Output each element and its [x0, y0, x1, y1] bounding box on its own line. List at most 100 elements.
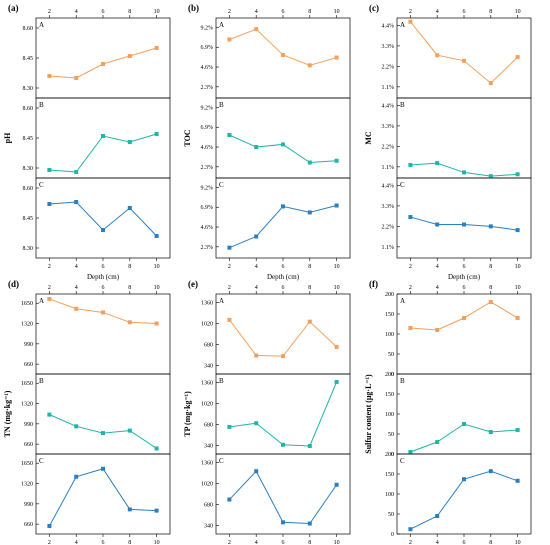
y-tick-label: 2.3% — [201, 245, 214, 251]
data-point — [154, 132, 159, 136]
top-x-tick-label: 6 — [102, 9, 105, 15]
data-point — [47, 524, 52, 528]
x-tick-label: 2 — [409, 540, 412, 545]
y-tick-label: 8.60 — [23, 106, 34, 112]
subplot-label: A — [400, 21, 405, 29]
top-x-tick-label: 6 — [282, 9, 285, 15]
top-x-tick-label: 8 — [489, 9, 492, 15]
y-tick-label: 1.1% — [382, 85, 395, 91]
top-x-tick-label: 2 — [409, 9, 412, 15]
data-point — [281, 354, 285, 359]
y-tick-label: 2.2% — [382, 224, 395, 230]
subplot-label: B — [39, 377, 44, 385]
data-point — [281, 52, 285, 57]
y-tick-label: 1650 — [21, 461, 33, 467]
panel-c: (c) 2 2 4 4 6 6 8 8 10 10 Depth (cm) MC A 1.1% 2.2% 3.3%… — [364, 3, 532, 281]
top-x-tick-label: 2 — [228, 285, 231, 291]
y-tick-label: 1650 — [21, 381, 33, 387]
top-x-tick-label: 8 — [128, 285, 131, 291]
panel-label: (d) — [8, 279, 19, 289]
data-point — [462, 222, 466, 227]
data-point — [462, 422, 466, 426]
x-tick-label: 6 — [282, 264, 285, 270]
data-point — [127, 54, 132, 58]
top-x-tick-label: 6 — [282, 285, 285, 291]
data-point — [408, 450, 413, 454]
x-tick-label: 4 — [75, 264, 78, 270]
data-point — [154, 446, 159, 451]
panel-label: (b) — [188, 3, 199, 13]
y-tick-label: 660 — [24, 362, 33, 368]
data-point — [408, 19, 413, 24]
data-point — [408, 326, 413, 330]
data-point — [101, 310, 105, 315]
y-tick-label: 3.3% — [382, 204, 395, 210]
y-tick-label: 50 — [388, 432, 394, 438]
panel-label: (a) — [8, 3, 19, 13]
y-axis-label: Sulfur content (μg·L⁻¹) — [364, 374, 373, 454]
data-point — [307, 444, 312, 448]
data-point — [254, 469, 259, 474]
subplot-frame — [396, 97, 532, 179]
data-point — [334, 203, 339, 208]
x-tick-label: 8 — [308, 264, 311, 270]
subplot-B: B 2.3% 4.6% 6.9% 9.2% — [201, 97, 351, 179]
y-tick-label: 9.2% — [201, 25, 214, 31]
subplot-label: A — [219, 21, 224, 29]
subplot-frame — [396, 293, 532, 375]
x-tick-label: 6 — [102, 540, 105, 545]
x-axis-label: Depth (cm) — [87, 273, 120, 281]
y-tick-label: 6.9% — [201, 205, 214, 211]
top-x-tick-label: 2 — [409, 285, 412, 291]
x-tick-label: 6 — [463, 540, 466, 545]
series-line — [229, 134, 337, 164]
data-point — [74, 424, 79, 429]
data-point — [462, 477, 466, 482]
y-tick-label: 660 — [24, 522, 33, 528]
y-tick-label: 2.3% — [201, 85, 214, 91]
subplot-label: B — [400, 377, 405, 385]
x-tick-label: 6 — [463, 264, 466, 270]
subplot-B: B 8.30 8.45 8.60 — [23, 97, 171, 179]
subplot-A: A 340 680 1020 1360 — [201, 293, 351, 375]
data-point — [334, 55, 339, 60]
series-line — [229, 28, 337, 66]
data-point — [488, 81, 493, 86]
data-point — [281, 204, 285, 209]
y-tick-label: 680 — [204, 502, 213, 508]
y-tick-label: 8.45 — [23, 56, 34, 62]
subplot-label: B — [219, 101, 224, 109]
data-point — [227, 424, 232, 429]
data-point — [101, 134, 105, 138]
y-tick-label: 1.1% — [382, 245, 395, 251]
y-tick-label: 0 — [391, 372, 394, 378]
top-x-tick-label: 6 — [463, 9, 466, 15]
data-point — [254, 27, 259, 32]
top-x-tick-label: 2 — [228, 9, 231, 15]
y-tick-label: 100 — [385, 412, 394, 418]
x-tick-label: 8 — [128, 264, 131, 270]
data-point — [154, 508, 159, 513]
y-tick-label: 660 — [24, 442, 33, 448]
subplot-C: C 8.30 8.45 8.60 — [23, 177, 171, 259]
y-tick-label: 8.30 — [23, 86, 34, 92]
top-x-tick-label: 4 — [255, 9, 258, 15]
data-point — [127, 428, 132, 433]
x-axis-label: Depth (cm) — [448, 273, 481, 281]
data-point — [515, 316, 520, 320]
y-tick-label: 2.3% — [201, 165, 214, 171]
y-tick-label: 150 — [385, 312, 394, 318]
subplot-A: A 0 50 100 150 200 — [385, 292, 532, 378]
data-point — [488, 469, 493, 474]
top-x-tick-label: 10 — [154, 285, 160, 291]
subplot-frame — [215, 373, 351, 455]
y-tick-label: 0 — [391, 532, 394, 538]
data-point — [515, 172, 520, 177]
subplot-A: A 1.1% 2.2% 3.3% 4.4% — [382, 17, 532, 99]
x-tick-label: 4 — [255, 264, 258, 270]
y-tick-label: 150 — [385, 392, 394, 398]
x-tick-label: 8 — [489, 264, 492, 270]
top-x-tick-label: 6 — [463, 285, 466, 291]
top-x-tick-label: 10 — [515, 9, 521, 15]
